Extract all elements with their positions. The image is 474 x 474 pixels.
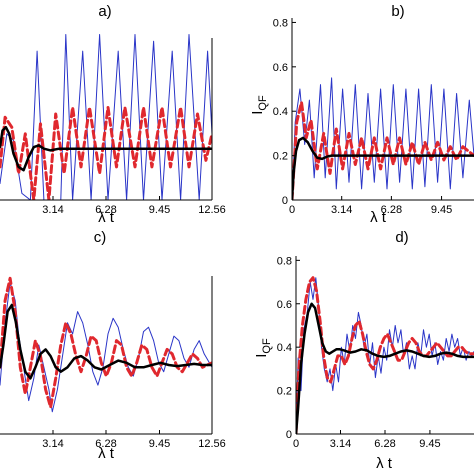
x-tick-label: 9.45 — [149, 438, 170, 450]
y-tick-label: 0.4 — [277, 342, 292, 354]
y-tick-label: 0.6 — [277, 299, 292, 311]
series-group — [0, 34, 212, 200]
panel-c: 3.14 6.28 9.45 12.56 c) λ t — [0, 229, 226, 462]
x-axis-label: λ t — [370, 209, 387, 226]
black-average-line — [296, 302, 474, 434]
y-tick-label: 0.6 — [273, 62, 288, 74]
panel-a: 3.14 6.28 9.45 12.56 a) λ t — [0, 3, 226, 226]
x-axis-label: λ t — [98, 445, 115, 462]
x-tick-label: 0 — [293, 438, 299, 450]
black-average-line — [0, 303, 212, 380]
y-tick-label: 0.2 — [273, 151, 288, 163]
x-tick-label: 3.14 — [331, 204, 352, 216]
x-tick-label: 3.14 — [42, 204, 63, 216]
panel-label: d) — [395, 229, 408, 246]
series-group — [296, 276, 474, 434]
series-group — [0, 276, 212, 413]
x-tick-label: 3.14 — [330, 438, 351, 450]
x-tick-label: 9.45 — [431, 204, 452, 216]
x-tick-label: 0 — [289, 204, 295, 216]
x-tick-label: 3.14 — [42, 438, 63, 450]
x-tick-label: 6.28 — [381, 204, 402, 216]
y-tick-label: 0.4 — [273, 106, 288, 118]
y-tick-label: 0 — [282, 195, 288, 207]
x-axis-label: λ t — [376, 455, 393, 472]
series-group — [292, 77, 474, 200]
panel-d: 0 3.14 6.28 9.45 0 0.2 0.4 0.6 0.8 d) λ t IQF — [253, 229, 474, 472]
x-tick-label: 9.45 — [149, 204, 170, 216]
thin-oscillation-line — [292, 77, 474, 200]
panel-label: c) — [94, 229, 107, 246]
red-dashed-line — [292, 100, 474, 200]
x-axis-label: λ t — [98, 209, 115, 226]
y-tick-label: 0.2 — [277, 386, 292, 398]
y-tick-label: 0.8 — [277, 255, 292, 267]
y-tick-label: 0 — [286, 429, 292, 441]
x-tick-label: 12.56 — [198, 438, 226, 450]
y-axis-label: IQF — [249, 95, 269, 115]
x-tick-label: 6.28 — [95, 204, 116, 216]
red-dashed-line — [296, 276, 474, 434]
y-tick-label: 0.8 — [273, 17, 288, 29]
black-average-line — [292, 136, 474, 200]
y-axis-label: IQF — [253, 338, 273, 358]
x-tick-label: 6.28 — [95, 438, 116, 450]
black-average-line — [0, 125, 212, 172]
panel-label: a) — [98, 3, 111, 20]
panel-b: 0 3.14 6.28 9.45 0 0.2 0.4 0.6 0.8 b) λ t IQF — [249, 3, 474, 226]
x-tick-label: 12.56 — [198, 204, 226, 216]
panel-label: b) — [391, 3, 404, 20]
x-tick-label: 6.28 — [374, 438, 395, 450]
x-tick-label: 9.45 — [419, 438, 440, 450]
thin-oscillation-line — [0, 282, 212, 413]
